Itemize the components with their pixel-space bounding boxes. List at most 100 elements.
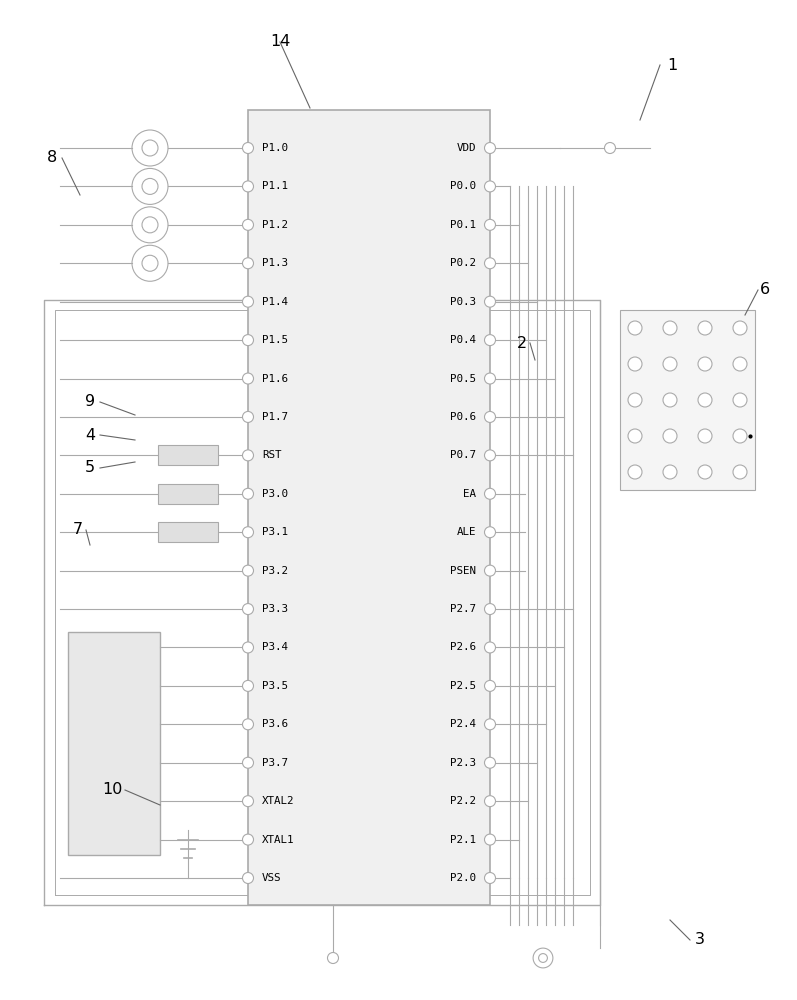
Circle shape — [485, 719, 496, 730]
Circle shape — [242, 411, 253, 422]
Text: P2.7: P2.7 — [450, 604, 476, 614]
Circle shape — [242, 796, 253, 807]
Circle shape — [698, 321, 712, 335]
Circle shape — [242, 335, 253, 346]
Circle shape — [628, 429, 642, 443]
Text: P1.1: P1.1 — [262, 181, 288, 191]
Circle shape — [733, 465, 747, 479]
Text: P3.4: P3.4 — [262, 642, 288, 652]
Text: P2.2: P2.2 — [450, 796, 476, 806]
Text: P3.5: P3.5 — [262, 681, 288, 691]
Bar — [248, 110, 490, 905]
Text: P0.1: P0.1 — [450, 220, 476, 230]
Circle shape — [628, 465, 642, 479]
Circle shape — [663, 429, 677, 443]
Circle shape — [485, 373, 496, 384]
Text: 2: 2 — [517, 336, 527, 351]
Circle shape — [242, 565, 253, 576]
Circle shape — [663, 393, 677, 407]
Circle shape — [663, 321, 677, 335]
Circle shape — [242, 642, 253, 653]
Bar — [158, 522, 218, 542]
Text: P1.7: P1.7 — [262, 412, 288, 422]
Bar — [158, 484, 218, 504]
Bar — [620, 310, 755, 490]
Text: 4: 4 — [85, 428, 95, 442]
Circle shape — [142, 255, 158, 271]
Circle shape — [132, 130, 168, 166]
Circle shape — [533, 948, 553, 968]
Circle shape — [485, 680, 496, 691]
Text: 6: 6 — [760, 282, 770, 298]
Circle shape — [698, 393, 712, 407]
Circle shape — [485, 527, 496, 538]
Circle shape — [242, 604, 253, 615]
Text: P1.4: P1.4 — [262, 297, 288, 307]
Text: P0.2: P0.2 — [450, 258, 476, 268]
Text: P0.4: P0.4 — [450, 335, 476, 345]
Text: P2.1: P2.1 — [450, 835, 476, 845]
Text: VDD: VDD — [457, 143, 476, 153]
Circle shape — [328, 952, 339, 964]
Text: PSEN: PSEN — [450, 566, 476, 576]
Circle shape — [242, 142, 253, 153]
Circle shape — [485, 296, 496, 307]
Circle shape — [242, 680, 253, 691]
Circle shape — [242, 834, 253, 845]
Circle shape — [485, 181, 496, 192]
Text: P1.2: P1.2 — [262, 220, 288, 230]
Text: P0.7: P0.7 — [450, 450, 476, 460]
Circle shape — [132, 207, 168, 243]
Circle shape — [539, 954, 548, 962]
Circle shape — [485, 565, 496, 576]
Circle shape — [242, 181, 253, 192]
Circle shape — [663, 465, 677, 479]
Text: P2.0: P2.0 — [450, 873, 476, 883]
Circle shape — [604, 142, 615, 153]
Circle shape — [485, 488, 496, 499]
Text: 7: 7 — [73, 522, 83, 538]
Text: P3.6: P3.6 — [262, 719, 288, 729]
Text: P1.5: P1.5 — [262, 335, 288, 345]
Circle shape — [142, 217, 158, 233]
Text: P0.5: P0.5 — [450, 374, 476, 384]
Circle shape — [242, 296, 253, 307]
Circle shape — [132, 168, 168, 204]
Text: P2.6: P2.6 — [450, 642, 476, 652]
Text: 8: 8 — [47, 150, 57, 165]
Circle shape — [733, 321, 747, 335]
Circle shape — [142, 140, 158, 156]
Circle shape — [242, 258, 253, 269]
Circle shape — [242, 719, 253, 730]
Text: RST: RST — [262, 450, 281, 460]
Circle shape — [698, 429, 712, 443]
Text: P0.3: P0.3 — [450, 297, 476, 307]
Circle shape — [142, 178, 158, 194]
Text: 5: 5 — [85, 460, 95, 476]
Circle shape — [485, 872, 496, 884]
Circle shape — [733, 393, 747, 407]
Circle shape — [485, 450, 496, 461]
Circle shape — [242, 373, 253, 384]
Circle shape — [485, 604, 496, 615]
Text: VSS: VSS — [262, 873, 281, 883]
Text: ALE: ALE — [457, 527, 476, 537]
Circle shape — [242, 872, 253, 884]
Circle shape — [733, 429, 747, 443]
Circle shape — [485, 796, 496, 807]
Circle shape — [485, 834, 496, 845]
Text: 9: 9 — [85, 394, 95, 410]
Text: XTAL2: XTAL2 — [262, 796, 295, 806]
Text: 14: 14 — [270, 34, 290, 49]
Circle shape — [485, 642, 496, 653]
Text: P3.3: P3.3 — [262, 604, 288, 614]
Circle shape — [485, 258, 496, 269]
Text: XTAL1: XTAL1 — [262, 835, 295, 845]
Circle shape — [242, 527, 253, 538]
Circle shape — [628, 321, 642, 335]
Text: P3.2: P3.2 — [262, 566, 288, 576]
Text: P1.6: P1.6 — [262, 374, 288, 384]
Circle shape — [242, 219, 253, 230]
Bar — [68, 632, 160, 855]
Text: P0.0: P0.0 — [450, 181, 476, 191]
